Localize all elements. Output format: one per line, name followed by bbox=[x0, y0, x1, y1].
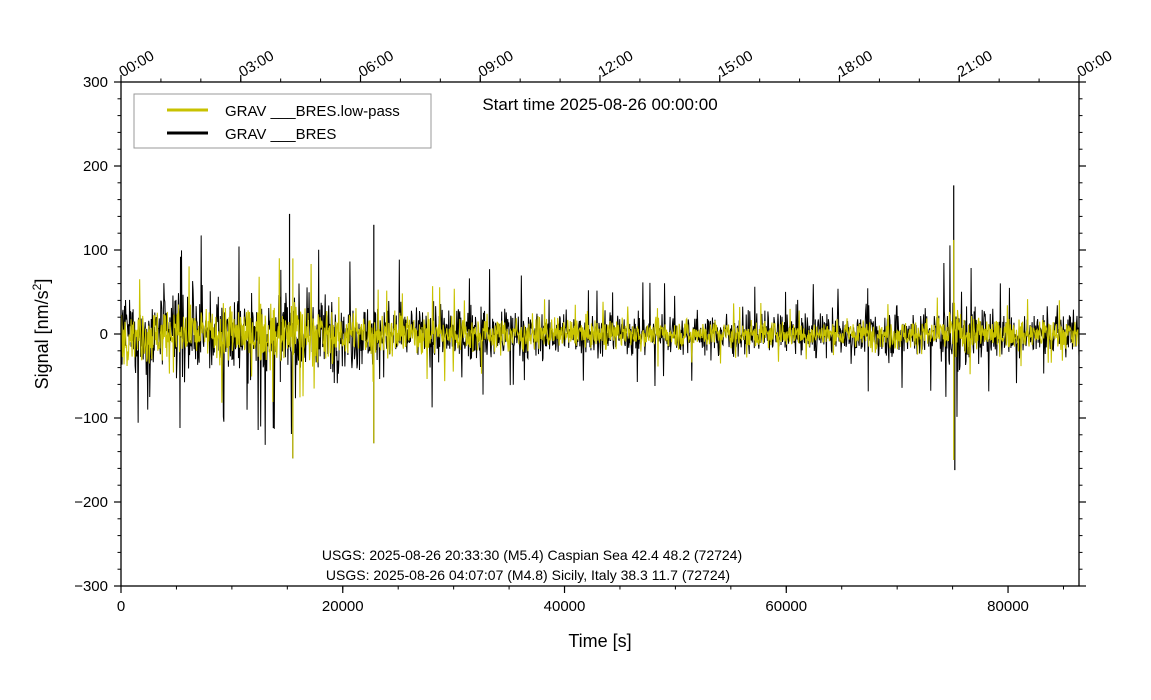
series-trace bbox=[121, 258, 1079, 403]
x-tick-label: 0 bbox=[117, 598, 125, 615]
legend-label-raw: GRAV ___BRES bbox=[225, 126, 336, 143]
top-tick-label: 21:00 bbox=[954, 47, 995, 80]
top-time-axis: 00:00 03:00 06:00 09:00 12:00 15:00 18:00 21:00… bbox=[116, 47, 1115, 82]
top-tick-label: 03:00 bbox=[236, 47, 277, 80]
series-lowpass bbox=[121, 239, 1079, 460]
event-annotation-sicily: USGS: 2025-08-26 04:07:07 (M4.8) Sicily,… bbox=[326, 567, 730, 583]
x-axis: 0 20000 40000 60000 80000 bbox=[117, 586, 1029, 615]
x-tick-label: 80000 bbox=[987, 598, 1029, 615]
top-tick-label: 00:00 bbox=[116, 47, 157, 80]
x-tick-label: 20000 bbox=[322, 598, 364, 615]
legend-box bbox=[133, 93, 432, 149]
top-tick-label: 18:00 bbox=[835, 47, 876, 80]
legend-label-lowpass: GRAV ___BRES.low-pass bbox=[225, 103, 400, 120]
y-tick-label: 200 bbox=[83, 158, 108, 175]
y-axis-title: Signal [nm/s2] bbox=[30, 279, 52, 390]
y-axis: 300 200 100 0 −100 −200 −300 bbox=[74, 74, 1086, 595]
top-tick-label: 06:00 bbox=[356, 47, 397, 80]
top-tick-label: 15:00 bbox=[715, 47, 756, 80]
legend: GRAV ___BRES.low-pass GRAV ___BRES bbox=[133, 93, 432, 149]
top-tick-label: 00:00 bbox=[1074, 47, 1115, 80]
event-annotation-caspian: USGS: 2025-08-26 20:33:30 (M5.4) Caspian… bbox=[322, 547, 742, 563]
x-axis-title: Time [s] bbox=[568, 631, 631, 651]
top-tick-label: 09:00 bbox=[475, 47, 516, 80]
y-axis-title-superscript: 2 bbox=[30, 283, 44, 290]
top-tick-label: 12:00 bbox=[595, 47, 636, 80]
y-tick-label: −100 bbox=[74, 410, 108, 427]
y-tick-label: −300 bbox=[74, 578, 108, 595]
x-tick-label: 60000 bbox=[765, 598, 807, 615]
y-tick-label: −200 bbox=[74, 494, 108, 511]
y-tick-label: 300 bbox=[83, 74, 108, 91]
y-tick-label: 100 bbox=[83, 242, 108, 259]
y-tick-label: 0 bbox=[100, 326, 108, 343]
start-time-label: Start time 2025-08-26 00:00:00 bbox=[482, 95, 717, 114]
x-tick-label: 40000 bbox=[544, 598, 586, 615]
series-layer bbox=[121, 185, 1079, 471]
